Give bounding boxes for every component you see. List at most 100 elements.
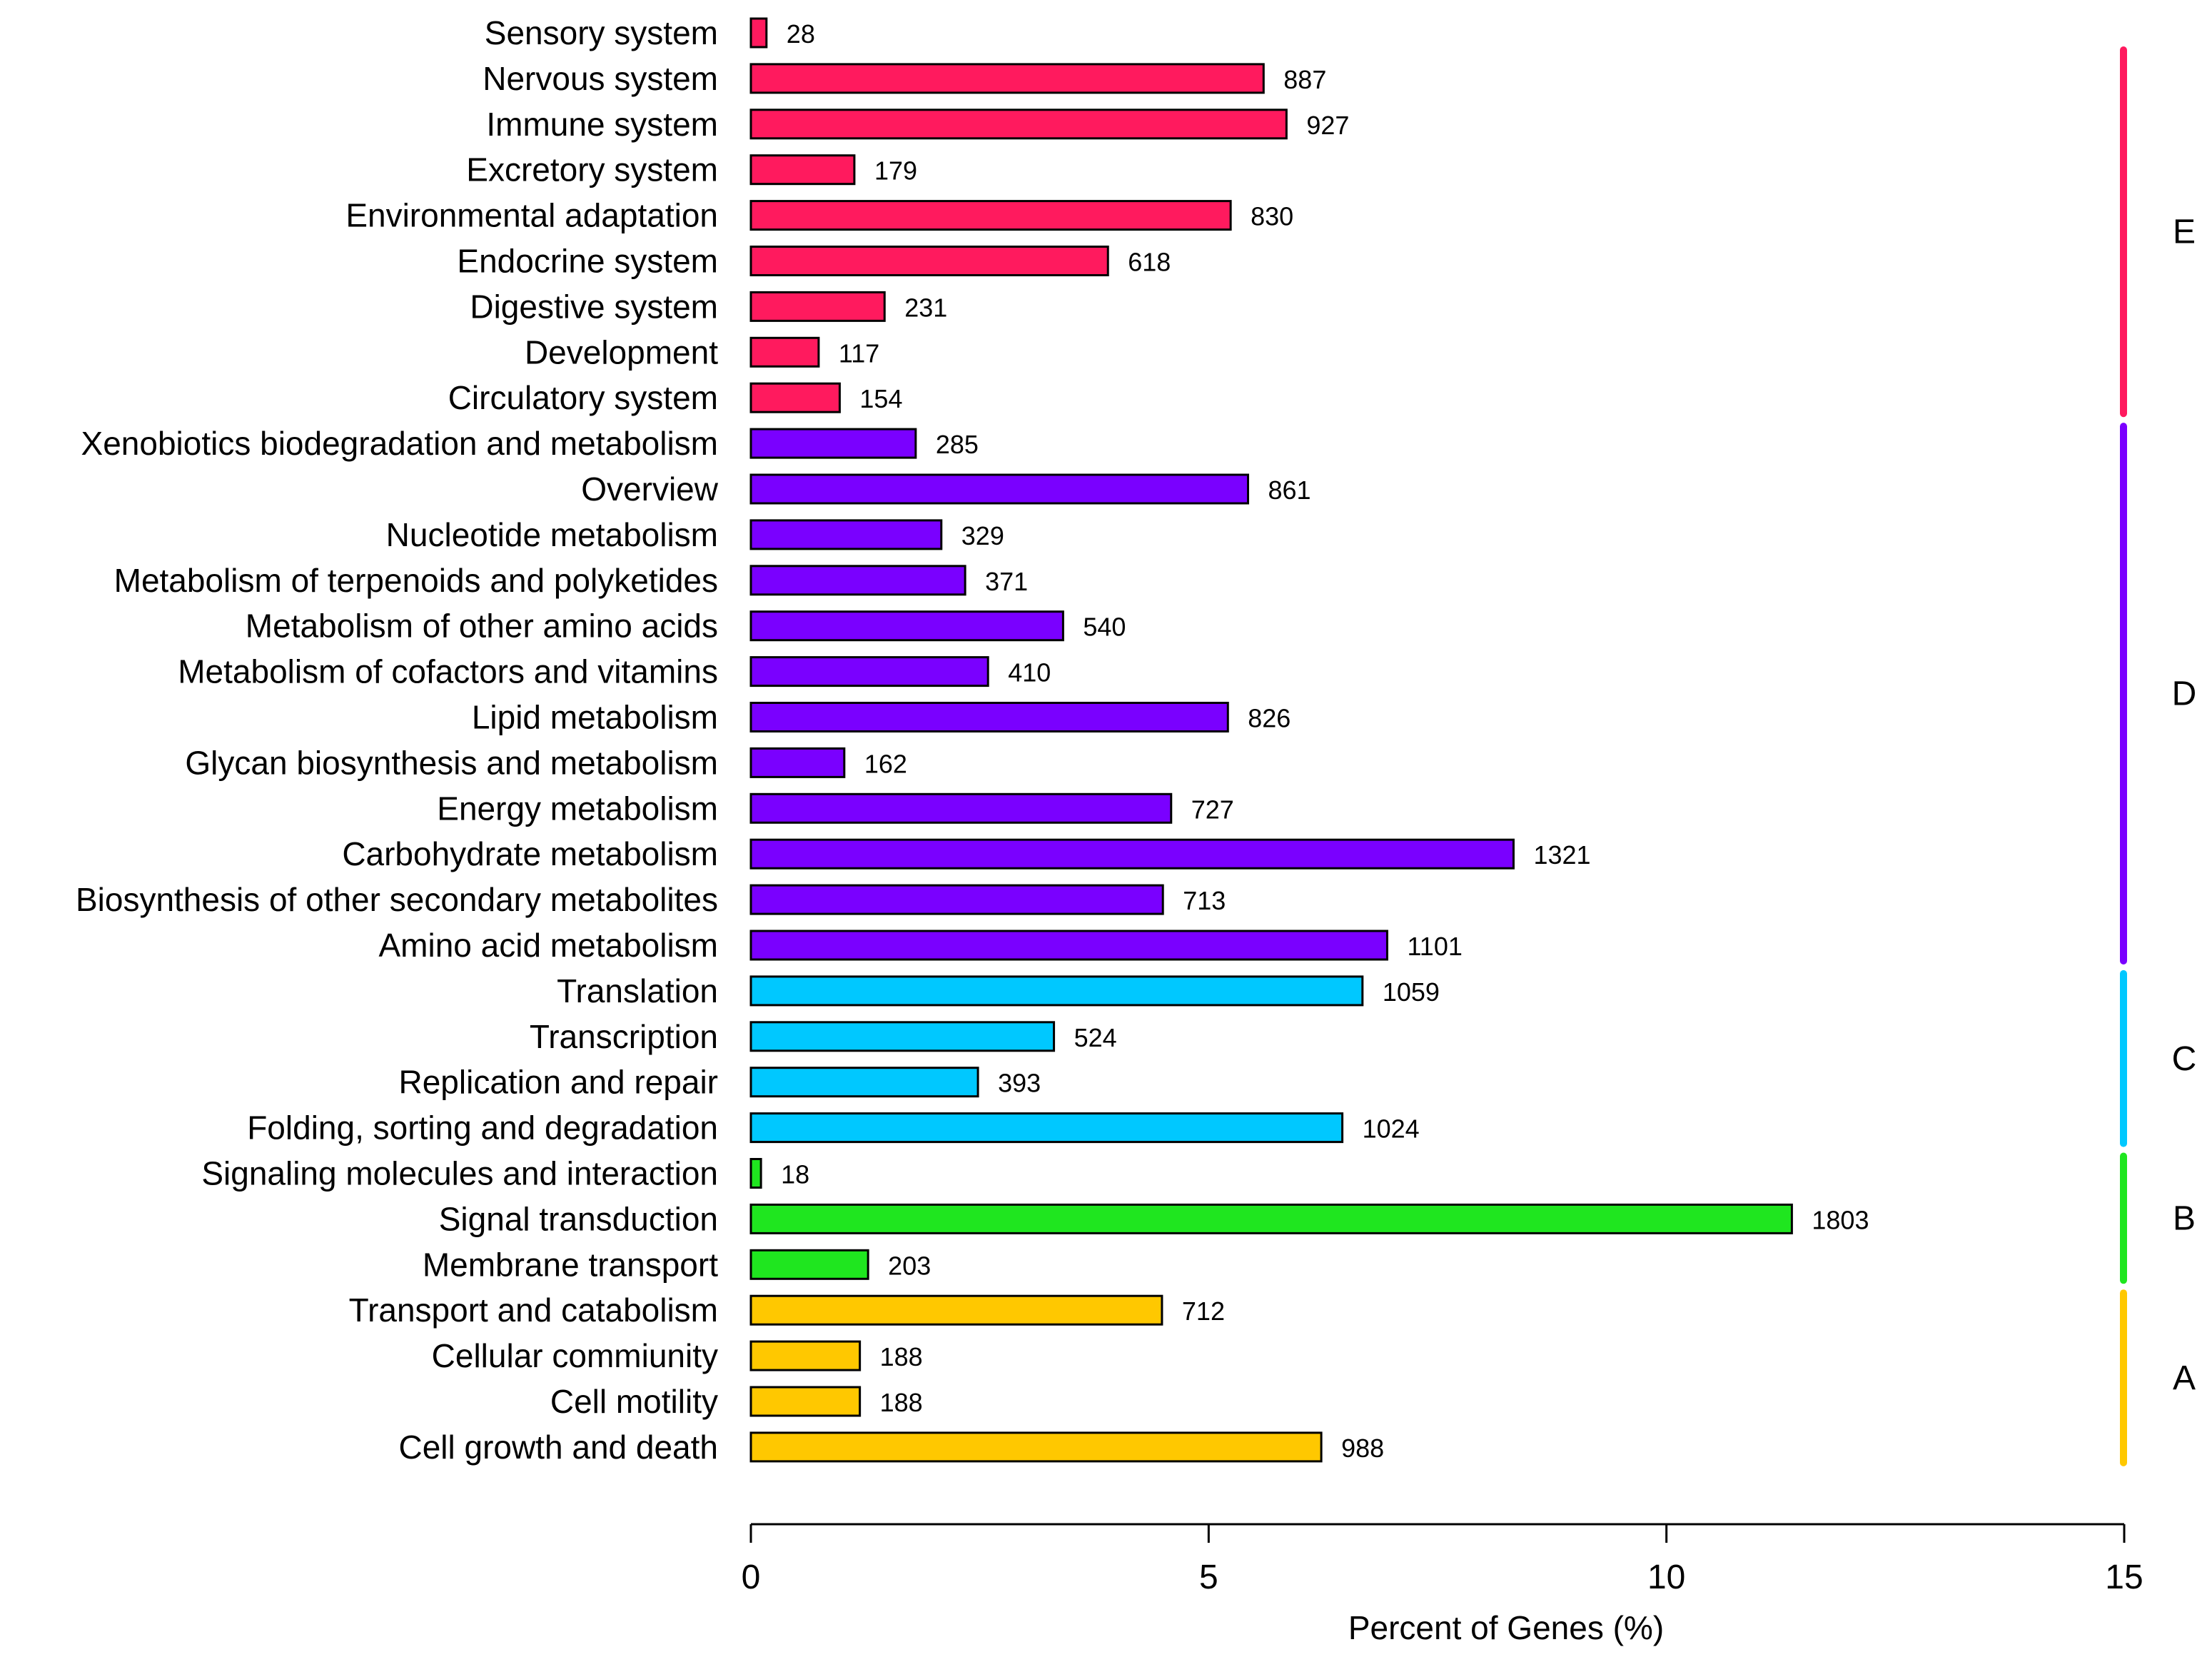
count-label-sensory-system: 28 <box>787 19 815 49</box>
category-label-membrane-transport: Membrane transport <box>423 1246 718 1283</box>
bar-endocrine-system <box>749 246 1109 276</box>
category-label-replication-and-repair: Replication and repair <box>399 1064 719 1101</box>
bar-lipid-metabolism <box>749 702 1229 732</box>
bar-metabolism-of-other-amino-acids <box>749 610 1064 642</box>
category-label-immune-system: Immune system <box>486 106 718 143</box>
count-label-cell-growth-and-death: 988 <box>1341 1434 1384 1463</box>
x-tick-label-10: 10 <box>1647 1558 1685 1596</box>
bar-transcription <box>749 1021 1056 1052</box>
category-label-endocrine-system: Endocrine system <box>457 243 718 280</box>
count-label-excretory-system: 179 <box>874 156 917 186</box>
category-label-development: Development <box>525 333 718 371</box>
x-tick-label-15: 15 <box>2105 1558 2143 1596</box>
category-label-sensory-system: Sensory system <box>485 14 718 51</box>
category-label-circulatory-system: Circulatory system <box>448 379 718 416</box>
x-axis-title: Percent of Genes (%) <box>1348 1609 1664 1646</box>
category-label-cellular-commiunity: Cellular commiunity <box>432 1337 718 1374</box>
bar-membrane-transport <box>749 1249 869 1280</box>
category-label-energy-metabolism: Energy metabolism <box>437 790 718 827</box>
category-label-xenobiotics-biodegradation-and-metabolism: Xenobiotics biodegradation and metabolis… <box>81 425 718 462</box>
bar-signaling-molecules-and-interaction <box>749 1158 762 1189</box>
group-label-e: E <box>2173 213 2196 251</box>
bar-metabolism-of-cofactors-and-vitamins <box>749 656 989 688</box>
x-axis: 0 5 10 15 <box>742 1523 2143 1596</box>
bar-nucleotide-metabolism <box>749 519 943 550</box>
count-label-nervous-system: 887 <box>1283 65 1326 94</box>
category-label-overview: Overview <box>581 470 718 508</box>
category-label-metabolism-of-other-amino-acids: Metabolism of other amino acids <box>246 608 718 645</box>
count-label-endocrine-system: 618 <box>1128 248 1171 277</box>
category-label-metabolism-of-terpenoids-and-polyketides: Metabolism of terpenoids and polyketides <box>114 562 718 599</box>
bars-layer: Sensory system 28 Nervous system 887 Immune … <box>76 14 1869 1466</box>
category-label-cell-motility: Cell motility <box>550 1383 718 1420</box>
count-label-transcription: 524 <box>1074 1023 1117 1052</box>
bar-transport-and-catabolism <box>749 1294 1163 1326</box>
bar-biosynthesis-of-other-secondary-metabolites <box>749 884 1164 915</box>
bar-digestive-system <box>749 291 886 322</box>
bar-translation <box>749 975 1364 1007</box>
category-label-signal-transduction: Signal transduction <box>439 1200 718 1237</box>
bar-cellular-commiunity <box>749 1340 862 1371</box>
count-label-immune-system: 927 <box>1306 111 1349 140</box>
x-tick-label-0: 0 <box>742 1558 761 1596</box>
category-label-nucleotide-metabolism: Nucleotide metabolism <box>386 516 718 553</box>
bar-cell-motility <box>749 1386 862 1417</box>
count-label-nucleotide-metabolism: 329 <box>961 521 1004 550</box>
count-label-metabolism-of-terpenoids-and-polyketides: 371 <box>985 567 1028 596</box>
bar-amino-acid-metabolism <box>749 930 1388 961</box>
count-label-metabolism-of-other-amino-acids: 540 <box>1083 613 1126 642</box>
category-label-carbohydrate-metabolism: Carbohydrate metabolism <box>342 835 718 872</box>
count-label-circulatory-system: 154 <box>859 384 902 413</box>
bar-replication-and-repair <box>749 1067 979 1098</box>
count-label-amino-acid-metabolism: 1101 <box>1407 932 1462 961</box>
bar-environmental-adaptation <box>749 200 1232 231</box>
category-label-transport-and-catabolism: Transport and catabolism <box>349 1291 718 1329</box>
category-label-cell-growth-and-death: Cell growth and death <box>398 1429 718 1466</box>
bar-development <box>749 336 820 368</box>
bar-signal-transduction <box>749 1203 1793 1234</box>
bar-carbohydrate-metabolism <box>749 838 1515 870</box>
category-label-translation: Translation <box>557 972 718 1009</box>
count-label-biosynthesis-of-other-secondary-metabolites: 713 <box>1183 886 1226 915</box>
bar-energy-metabolism <box>749 792 1173 824</box>
count-label-membrane-transport: 203 <box>888 1251 931 1280</box>
count-label-translation: 1059 <box>1383 977 1440 1007</box>
count-label-lipid-metabolism: 826 <box>1248 704 1291 733</box>
bar-nervous-system <box>749 63 1265 94</box>
category-label-folding-sorting-and-degradation: Folding, sorting and degradation <box>247 1109 718 1147</box>
bar-xenobiotics-biodegradation-and-metabolism <box>749 428 917 459</box>
count-label-energy-metabolism: 727 <box>1191 795 1234 824</box>
count-label-development: 117 <box>839 338 879 368</box>
count-label-metabolism-of-cofactors-and-vitamins: 410 <box>1008 658 1051 688</box>
x-tick-label-5: 5 <box>1199 1558 1218 1596</box>
count-label-glycan-biosynthesis-and-metabolism: 162 <box>864 749 907 778</box>
bar-overview <box>749 473 1249 505</box>
group-label-d: D <box>2172 675 2197 713</box>
count-label-cellular-commiunity: 188 <box>880 1342 923 1371</box>
category-label-glycan-biosynthesis-and-metabolism: Glycan biosynthesis and metabolism <box>185 744 718 781</box>
bar-metabolism-of-terpenoids-and-polyketides <box>749 565 966 596</box>
category-label-digestive-system: Digestive system <box>470 288 718 325</box>
count-label-environmental-adaptation: 830 <box>1251 202 1293 231</box>
count-label-transport-and-catabolism: 712 <box>1182 1296 1225 1326</box>
category-label-biosynthesis-of-other-secondary-metabolites: Biosynthesis of other secondary metaboli… <box>76 881 718 918</box>
bar-sensory-system <box>749 17 768 49</box>
bar-excretory-system <box>749 154 856 186</box>
group-label-b: B <box>2173 1199 2196 1237</box>
bar-glycan-biosynthesis-and-metabolism <box>749 747 846 778</box>
bar-circulatory-system <box>749 382 841 413</box>
category-label-signaling-molecules-and-interaction: Signaling molecules and interaction <box>201 1155 718 1192</box>
bar-cell-growth-and-death <box>749 1431 1323 1463</box>
group-brackets: E D C B A <box>2120 46 2197 1466</box>
group-label-a: A <box>2173 1359 2196 1397</box>
count-label-signaling-molecules-and-interaction: 18 <box>781 1160 809 1189</box>
count-label-digestive-system: 231 <box>904 293 947 322</box>
count-label-carbohydrate-metabolism: 1321 <box>1533 840 1590 870</box>
bar-folding-sorting-and-degradation <box>749 1112 1344 1144</box>
count-label-replication-and-repair: 393 <box>998 1069 1041 1098</box>
category-label-metabolism-of-cofactors-and-vitamins: Metabolism of cofactors and vitamins <box>178 653 718 690</box>
category-label-transcription: Transcription <box>530 1018 718 1055</box>
category-label-nervous-system: Nervous system <box>483 60 718 97</box>
